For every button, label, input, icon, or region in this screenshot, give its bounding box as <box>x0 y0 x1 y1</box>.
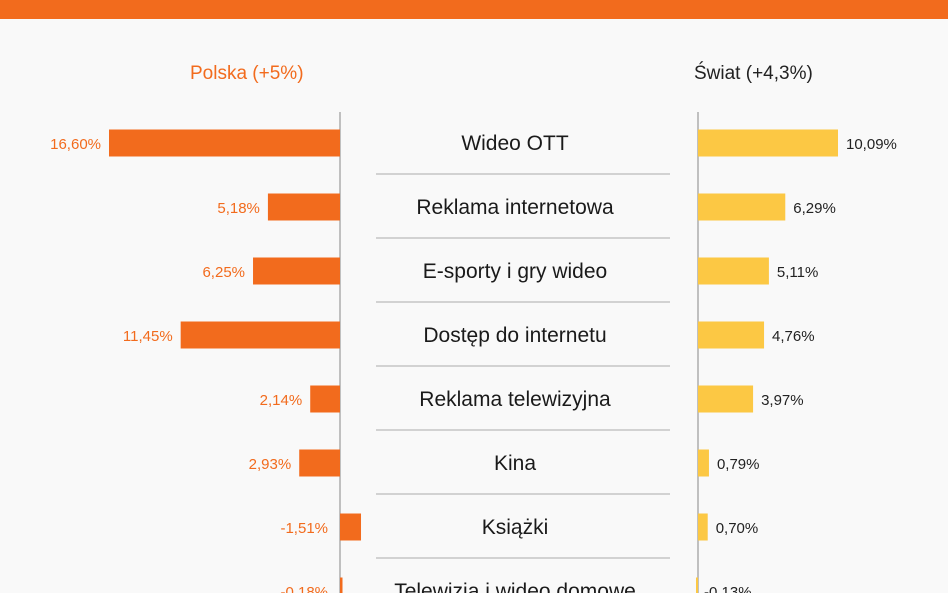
bar-swiat-cat-5 <box>698 449 709 477</box>
category-label: Telewizja i wideo domowe <box>394 580 636 593</box>
value-label-polska: 11,45% <box>123 328 173 345</box>
value-label-polska: -1,51% <box>280 520 328 537</box>
value-label-swiat: 10,09% <box>846 136 897 153</box>
value-label-polska: 2,14% <box>260 392 303 409</box>
bar-swiat-cat-1 <box>698 193 786 221</box>
value-label-polska: 5,18% <box>217 200 260 217</box>
category-label: E-sporty i gry wideo <box>423 260 607 283</box>
category-label: Dostęp do internetu <box>423 324 606 347</box>
bar-polska-cat-3 <box>180 321 340 349</box>
category-label: Reklama internetowa <box>416 196 614 219</box>
bar-swiat-cat-0 <box>698 129 838 157</box>
top-banner <box>0 0 948 19</box>
category-label: Kina <box>494 452 536 475</box>
value-label-swiat: 5,11% <box>777 264 818 281</box>
bar-swiat-cat-3 <box>698 321 765 349</box>
bar-swiat-cat-2 <box>698 257 769 285</box>
category-label: Wideo OTT <box>461 132 569 155</box>
value-label-swiat: -0,13% <box>704 584 752 593</box>
series-header-swiat: Świat (+4,3%) <box>694 63 813 84</box>
value-label-swiat: 0,79% <box>717 456 760 473</box>
value-label-swiat: 4,76% <box>772 328 815 345</box>
value-label-polska: 16,60% <box>50 136 101 153</box>
series-header-polska: Polska (+5%) <box>190 63 304 84</box>
bar-polska-cat-7 <box>340 577 343 593</box>
bar-polska-cat-6 <box>340 513 362 541</box>
bar-polska-cat-4 <box>310 385 340 413</box>
value-label-polska: 6,25% <box>202 264 245 281</box>
bar-polska-cat-5 <box>299 449 340 477</box>
value-label-swiat: 0,70% <box>716 520 759 537</box>
value-label-swiat: 6,29% <box>793 200 836 217</box>
value-label-swiat: 3,97% <box>761 392 804 409</box>
bar-polska-cat-2 <box>253 257 340 285</box>
category-label: Książki <box>482 516 549 539</box>
bar-polska-cat-1 <box>267 193 340 221</box>
bar-swiat-cat-4 <box>698 385 754 413</box>
bar-polska-cat-0 <box>109 129 340 157</box>
chart-panel <box>0 19 948 593</box>
bar-swiat-cat-7 <box>696 577 698 593</box>
value-label-polska: 2,93% <box>249 456 292 473</box>
value-label-polska: -0,18% <box>280 584 328 593</box>
bar-swiat-cat-6 <box>698 513 708 541</box>
category-label: Reklama telewizyjna <box>419 388 611 411</box>
